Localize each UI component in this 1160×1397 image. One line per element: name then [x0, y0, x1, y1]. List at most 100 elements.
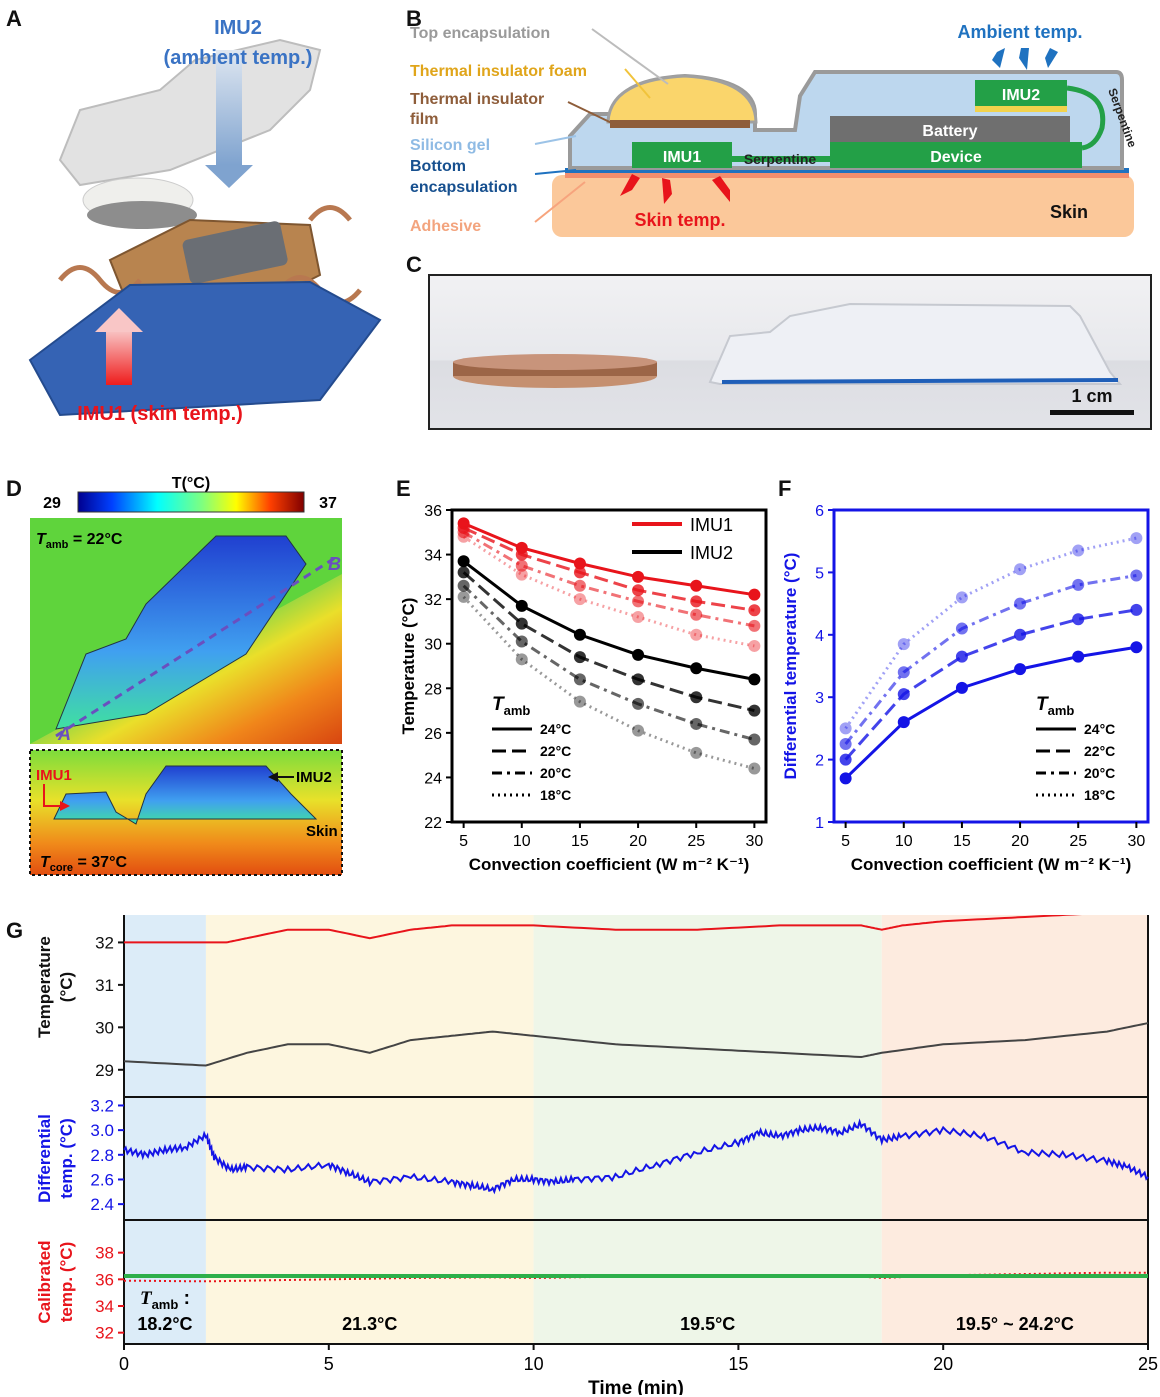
y-tick-label: 36	[424, 503, 442, 520]
data-point	[690, 579, 703, 592]
data-point	[1014, 628, 1027, 641]
x-tick-label: 20	[629, 833, 647, 850]
imu1-chip	[632, 142, 732, 168]
x-tick-label: 10	[513, 833, 531, 850]
data-point	[690, 608, 703, 621]
label-film-2: film	[410, 111, 438, 128]
series-line	[844, 574, 1137, 745]
data-point	[632, 584, 645, 597]
data-point	[457, 530, 470, 543]
data-point	[1014, 563, 1027, 576]
y-tick-label: 31	[95, 976, 114, 995]
tamb-legend-label: 20°C	[1084, 765, 1115, 781]
panel-label-g: G	[6, 918, 24, 943]
tamb-label: Tamb :	[140, 1288, 190, 1312]
series-line	[123, 1022, 1149, 1067]
y-tick-label: 32	[95, 933, 114, 952]
tamb-legend-label: 24°C	[540, 721, 571, 737]
y-tick-label: 34	[424, 548, 442, 565]
series-line	[462, 584, 755, 741]
y-tick-label: 30	[95, 1018, 114, 1037]
data-point	[573, 695, 586, 708]
panel-label-f: F	[778, 476, 792, 501]
y-tick-label: 26	[424, 726, 442, 743]
data-point	[1072, 544, 1085, 557]
tamb-legend-label: 18°C	[540, 787, 571, 803]
imu1-label: IMU1 (skin temp.)	[77, 403, 243, 425]
scale-label: 1 cm	[1071, 386, 1112, 406]
y-tick-label: 5	[815, 565, 824, 582]
data-point	[457, 526, 470, 539]
data-point	[690, 746, 703, 759]
data-point	[457, 579, 470, 592]
data-point	[1014, 663, 1027, 676]
panel-label-b: B	[406, 6, 422, 31]
tamb-legend-title: Tamb	[1036, 694, 1074, 718]
colorbar-max: 37	[319, 495, 337, 512]
y-tick-label: 29	[95, 1061, 114, 1080]
y-tick-label: 3.0	[90, 1121, 114, 1140]
x-tick-label: 30	[745, 833, 763, 850]
panel-a-exploded-view: IMU2 (ambient temp.) IMU1 (skin temp.)	[28, 20, 382, 425]
label-skin-sim: Skin	[306, 823, 338, 840]
panel-c-photo: 1 cm	[428, 274, 1152, 430]
data-point	[632, 724, 645, 737]
imu2-chip	[975, 80, 1067, 106]
data-point	[632, 595, 645, 608]
y-tick-label: 36	[95, 1270, 114, 1289]
series-line	[463, 526, 755, 612]
y-axis-label: Temperature	[35, 936, 54, 1038]
panel-label-c: C	[406, 252, 422, 277]
thermal-insulator-foam	[606, 74, 758, 124]
label-device: Device	[930, 149, 982, 166]
time-region	[124, 915, 206, 1344]
y-tick-label: 4	[815, 628, 824, 645]
top-encapsulation-shell	[58, 38, 322, 187]
x-axis-label: Convection coefficient (W m⁻² K⁻¹)	[851, 855, 1132, 874]
y-axis-label: temp. (°C)	[57, 1242, 76, 1322]
data-point	[897, 666, 910, 679]
data-point	[457, 555, 470, 568]
series-line	[844, 536, 1137, 730]
label-bottom-1: Bottom	[410, 158, 466, 175]
y-tick-label: 32	[424, 592, 442, 609]
device-iso	[55, 535, 307, 730]
plot-frame	[832, 508, 1150, 824]
panel-label-a: A	[6, 6, 22, 31]
y-tick-label: 28	[424, 681, 442, 698]
imu2-arrow	[216, 50, 242, 165]
tamb-legend-label: 20°C	[540, 765, 571, 781]
data-point	[897, 688, 910, 701]
data-point	[1130, 569, 1143, 582]
data-point	[748, 704, 761, 717]
label-skin-temp: Skin temp.	[634, 210, 725, 230]
x-tick-label: 10	[895, 833, 913, 850]
data-point	[573, 593, 586, 606]
region-label: 21.3°C	[342, 1314, 397, 1334]
data-point	[515, 617, 528, 630]
data-point	[515, 599, 528, 612]
data-point	[748, 762, 761, 775]
x-tick-label: 5	[459, 833, 468, 850]
thermal-insulator-film	[610, 120, 750, 128]
data-point	[573, 557, 586, 570]
x-tick-label: 0	[119, 1354, 129, 1374]
data-point	[748, 733, 761, 746]
series-line	[462, 560, 755, 681]
label-b-point: B	[328, 554, 341, 574]
data-point	[632, 570, 645, 583]
tamb-legend-title: Tamb	[492, 694, 530, 718]
data-point	[748, 673, 761, 686]
data-point	[573, 651, 586, 664]
y-tick-label: 38	[95, 1244, 114, 1263]
device-photo	[708, 302, 1123, 385]
panel-g-chart: IMU1IMU2DifferentialCalibratedOral therm…	[35, 915, 1158, 1395]
data-point	[457, 566, 470, 579]
battery-block	[830, 116, 1070, 142]
data-point	[690, 662, 703, 675]
label-adhesive: Adhesive	[410, 218, 481, 235]
region-label: 18.2°C	[137, 1314, 192, 1334]
label-foam: Thermal insulator foam	[410, 63, 587, 80]
tamb-legend-label: 18°C	[1084, 787, 1115, 803]
x-tick-label: 5	[841, 833, 850, 850]
